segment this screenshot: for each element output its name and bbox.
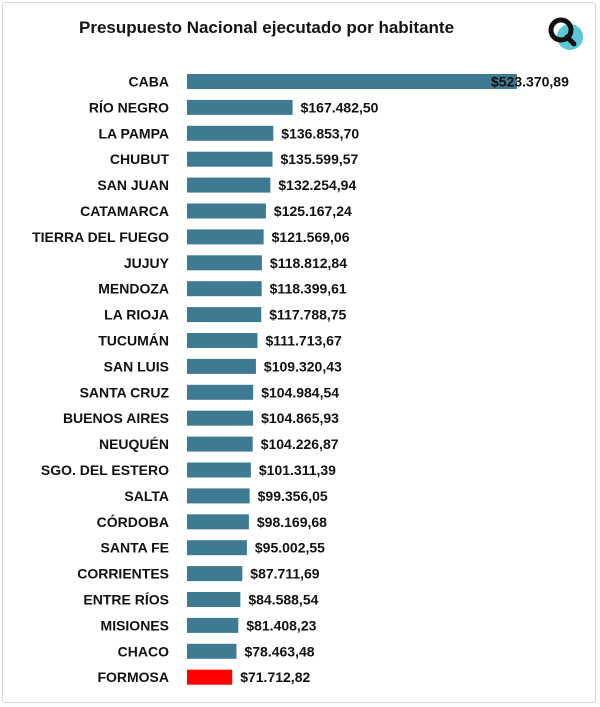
value-label-neuquen: $104.226,87 bbox=[261, 436, 339, 452]
category-label-formosa: FORMOSA bbox=[97, 669, 169, 685]
category-label-santa-fe: SANTA FE bbox=[101, 540, 169, 556]
category-label-la-rioja: LA RIOJA bbox=[104, 307, 169, 323]
bar-chaco bbox=[187, 643, 237, 659]
bar-cordoba bbox=[187, 514, 249, 530]
bar-buenos-aires bbox=[187, 410, 254, 426]
value-label-rio-negro: $167.482,50 bbox=[301, 99, 379, 115]
value-label-chaco: $78.463,48 bbox=[244, 643, 314, 659]
value-label-cordoba: $98.169,68 bbox=[257, 514, 327, 530]
bar-santa-cruz bbox=[187, 384, 254, 400]
value-label-catamarca: $125.167,24 bbox=[274, 203, 352, 219]
bar-corrientes bbox=[187, 566, 243, 582]
category-label-tucuman: TUCUMÁN bbox=[98, 333, 169, 349]
bar-tierra-del-fuego bbox=[187, 229, 264, 245]
category-label-neuquen: NEUQUÉN bbox=[99, 436, 169, 452]
chart-title: Presupuesto Nacional ejecutado por habit… bbox=[79, 18, 455, 37]
category-label-san-luis: SAN LUIS bbox=[104, 358, 169, 374]
category-label-entre-rios: ENTRE RÍOS bbox=[83, 592, 169, 608]
value-label-la-pampa: $136.853,70 bbox=[281, 125, 359, 141]
value-label-santa-cruz: $104.984,54 bbox=[261, 384, 339, 400]
category-label-corrientes: CORRIENTES bbox=[77, 566, 169, 582]
bar-mendoza bbox=[187, 281, 262, 297]
value-label-misiones: $81.408,23 bbox=[246, 617, 316, 633]
category-label-tierra-del-fuego: TIERRA DEL FUEGO bbox=[32, 229, 169, 245]
value-label-jujuy: $118.812,84 bbox=[270, 255, 347, 271]
category-label-jujuy: JUJUY bbox=[124, 255, 170, 271]
category-label-cordoba: CÓRDOBA bbox=[97, 513, 169, 530]
category-label-rio-negro: RÍO NEGRO bbox=[89, 99, 169, 115]
bar-jujuy bbox=[187, 255, 262, 271]
category-label-chubut: CHUBUT bbox=[110, 151, 170, 167]
value-label-entre-rios: $84.588,54 bbox=[248, 592, 318, 608]
bar-misiones bbox=[187, 617, 239, 633]
category-label-buenos-aires: BUENOS AIRES bbox=[63, 410, 169, 426]
category-label-la-pampa: LA PAMPA bbox=[98, 125, 169, 141]
bar-la-rioja bbox=[187, 307, 262, 323]
category-label-caba: CABA bbox=[129, 74, 169, 90]
category-label-san-juan: SAN JUAN bbox=[97, 177, 169, 193]
bar-sgo-del-estero bbox=[187, 462, 251, 478]
bar-chubut bbox=[187, 151, 273, 167]
category-label-misiones: MISIONES bbox=[101, 617, 169, 633]
value-label-la-rioja: $117.788,75 bbox=[269, 307, 346, 323]
bar-tucuman bbox=[187, 333, 258, 348]
bar-san-luis bbox=[187, 358, 256, 374]
bar-san-juan bbox=[187, 177, 271, 193]
bar-la-pampa bbox=[187, 125, 274, 141]
bar-formosa bbox=[187, 669, 233, 685]
value-label-tierra-del-fuego: $121.569,06 bbox=[272, 229, 350, 245]
value-label-chubut: $135.599,57 bbox=[280, 151, 358, 167]
value-label-caba: $523.370,89 bbox=[491, 74, 569, 90]
bar-caba bbox=[187, 74, 517, 89]
category-label-chaco: CHACO bbox=[118, 643, 169, 659]
value-label-corrientes: $87.711,69 bbox=[250, 566, 320, 582]
value-label-san-luis: $109.320,43 bbox=[264, 358, 342, 374]
category-label-sgo-del-estero: SGO. DEL ESTERO bbox=[41, 462, 169, 478]
value-label-sgo-del-estero: $101.311,39 bbox=[259, 462, 336, 478]
bar-rio-negro bbox=[187, 99, 293, 115]
bar-neuquen bbox=[187, 436, 253, 452]
value-label-salta: $99.356,05 bbox=[258, 488, 328, 504]
category-label-catamarca: CATAMARCA bbox=[80, 203, 169, 219]
value-label-buenos-aires: $104.865,93 bbox=[261, 410, 339, 426]
bar-santa-fe bbox=[187, 540, 247, 556]
value-label-formosa: $71.712,82 bbox=[240, 669, 310, 685]
value-label-santa-fe: $95.002,55 bbox=[255, 540, 325, 556]
magnifier-logo-icon bbox=[548, 17, 583, 50]
category-label-santa-cruz: SANTA CRUZ bbox=[80, 384, 170, 400]
value-label-tucuman: $111.713,67 bbox=[265, 333, 342, 349]
bar-catamarca bbox=[187, 203, 266, 219]
category-label-mendoza: MENDOZA bbox=[98, 281, 169, 297]
value-label-mendoza: $118.399,61 bbox=[270, 281, 347, 297]
value-label-san-juan: $132.254,94 bbox=[278, 177, 356, 193]
category-label-salta: SALTA bbox=[124, 488, 169, 504]
bar-entre-rios bbox=[187, 592, 241, 607]
bar-salta bbox=[187, 488, 250, 504]
